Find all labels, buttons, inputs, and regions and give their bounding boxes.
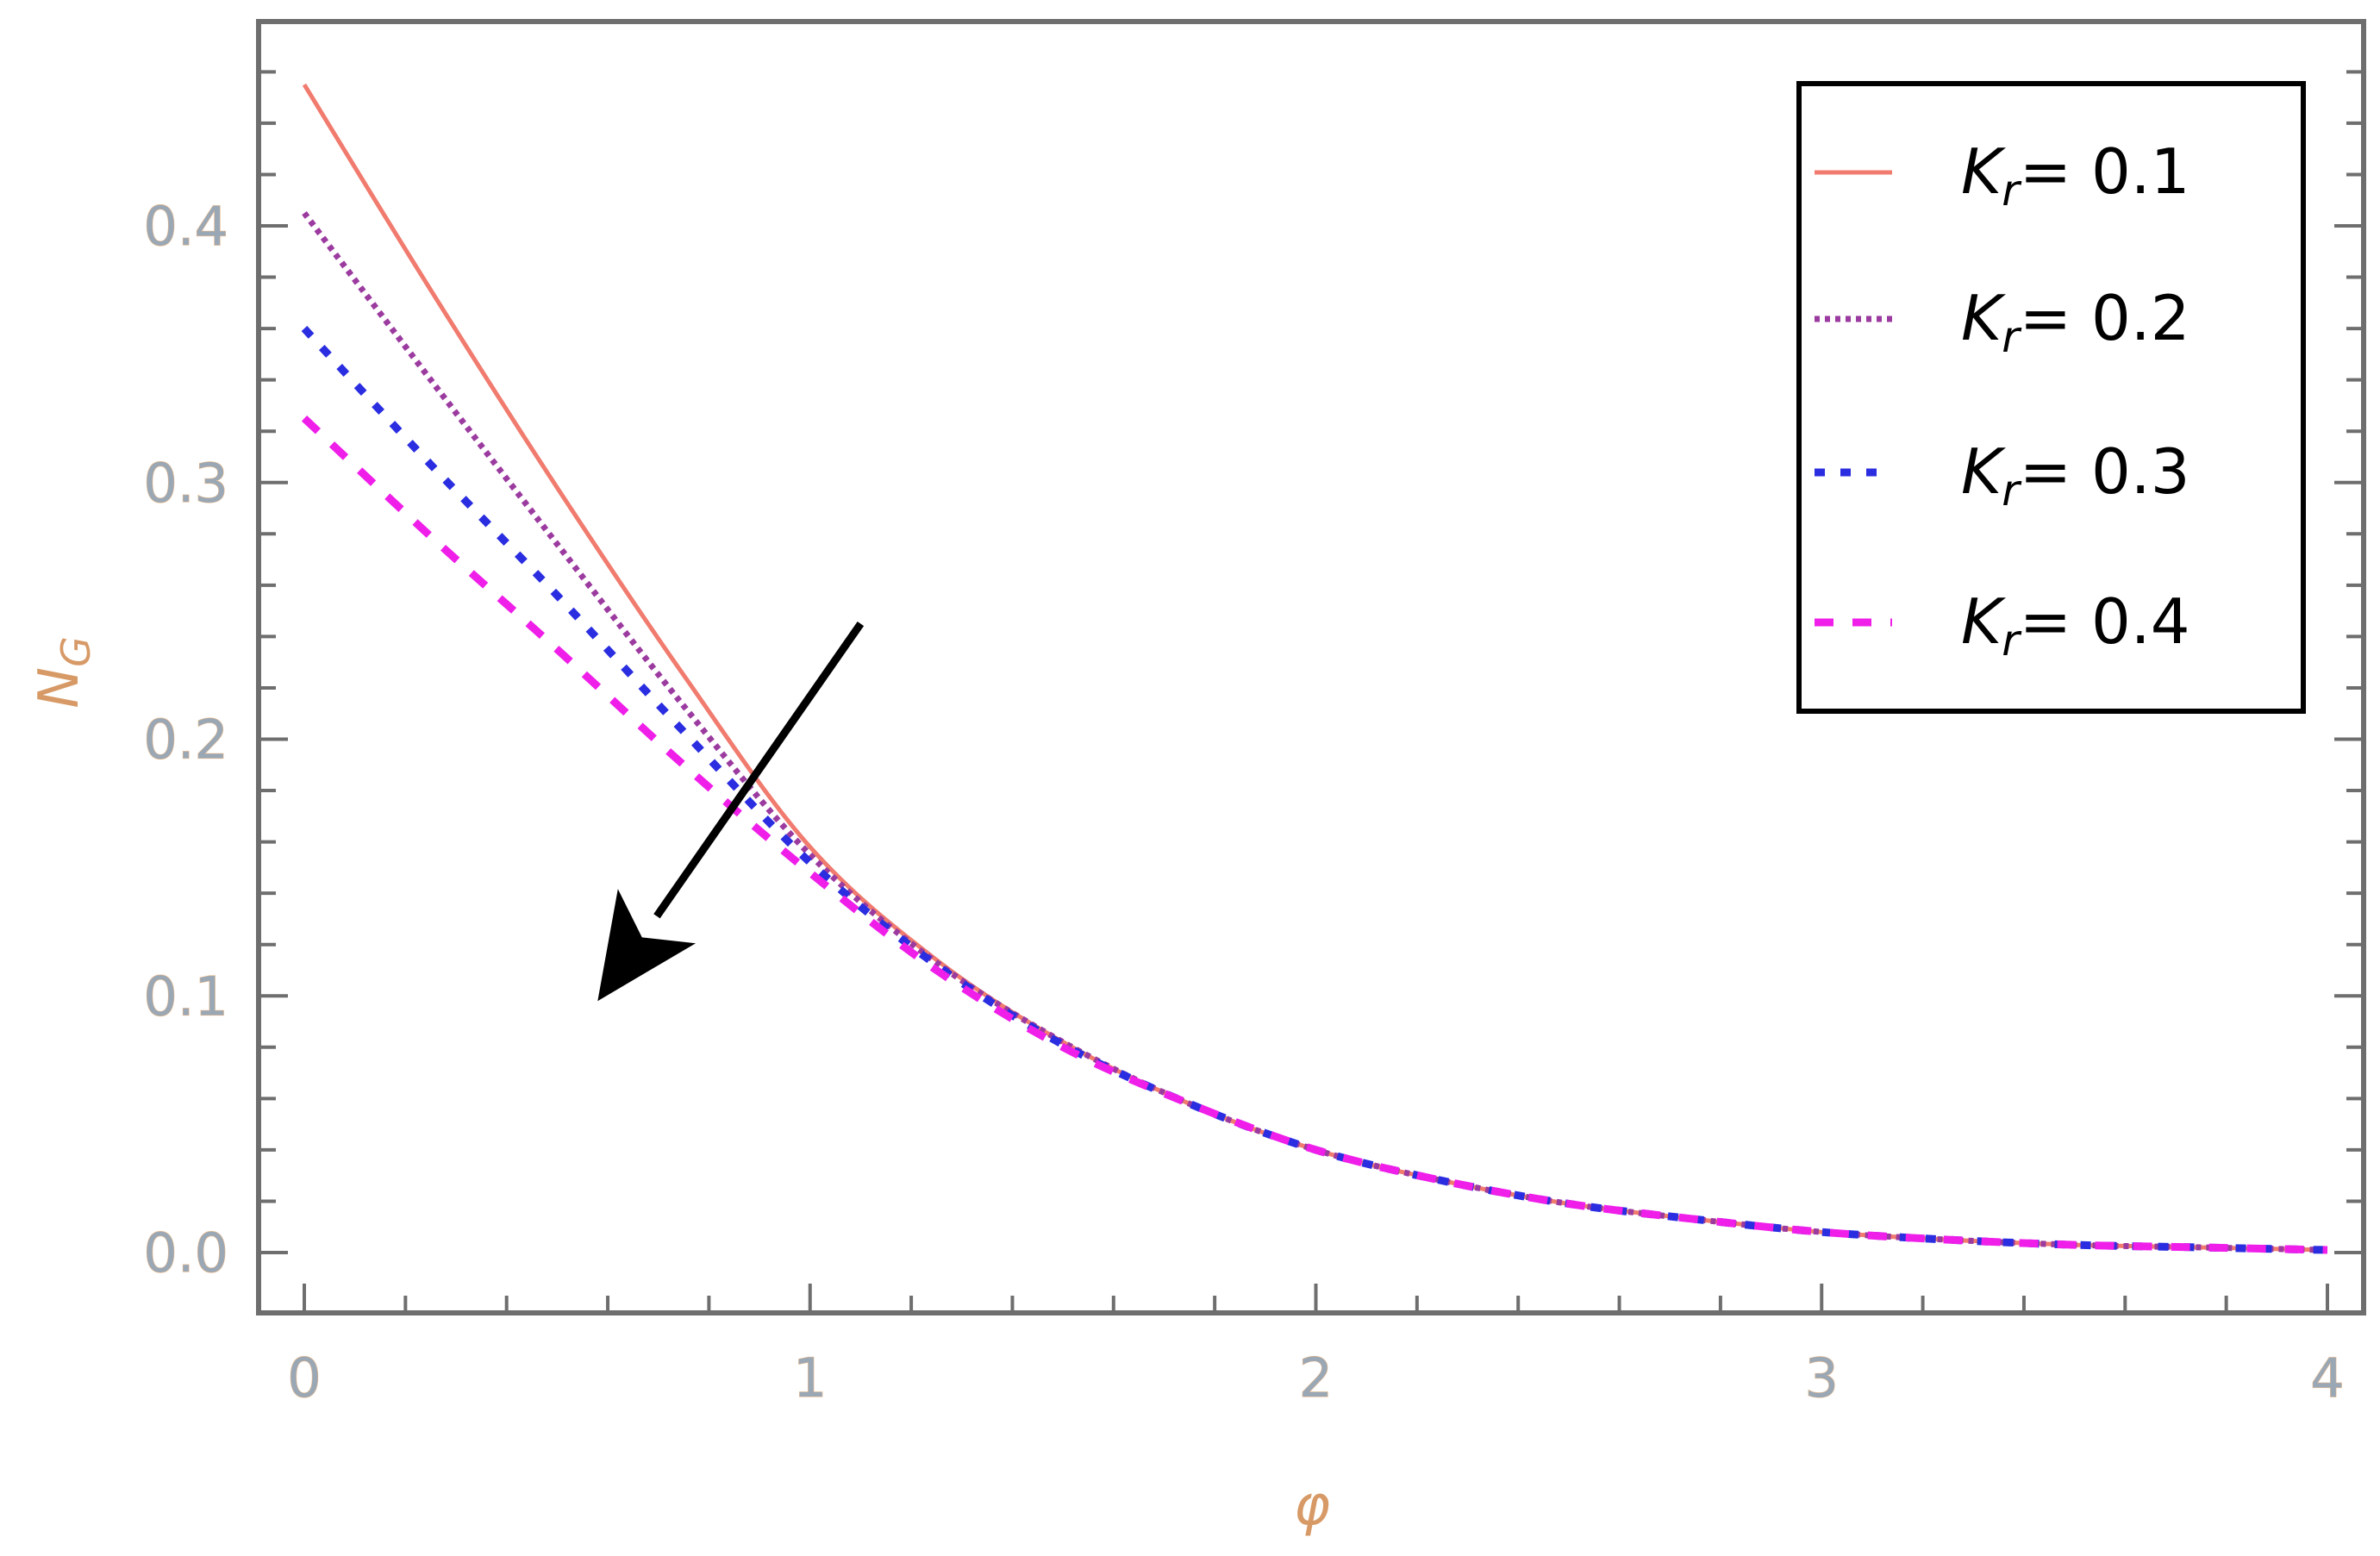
arrow-head [597,889,697,1002]
legend-items: Kr= 0.1 Kr= 0.2 Kr= 0.3 Kr= 0.4 [1815,135,2190,666]
legend-label-3: Kr= 0.3 [1961,435,2190,516]
x-axis-label: φ [1294,1474,1330,1538]
series-line-4 [301,416,2328,1254]
plot-frame [256,19,2366,1315]
legend-box [1796,81,2306,714]
y-axis-label: NG [28,636,99,709]
y-tick-label: 0.1 [143,965,228,1028]
x-tick-label: 3 [1805,1347,1839,1409]
tick-marks [259,70,2364,1313]
x-tick-label: 0 [287,1347,321,1409]
legend-label-4: Kr= 0.4 [1961,585,2190,666]
x-tick-label: 1 [793,1347,827,1409]
x-tick-labels: 0 1 2 3 4 [287,1346,2346,1409]
legend-label-1: Kr= 0.1 [1961,135,2190,216]
series-lines [301,83,2328,1254]
x-tick-label: 4 [2310,1347,2344,1409]
y-tick-label: 0.2 [143,709,228,772]
y-tick-label: 0.3 [143,452,228,515]
series-line-2 [302,210,2328,1253]
y-tick-labels: 0.0 0.1 0.2 0.3 0.4 [143,194,229,1284]
x-tick-label: 2 [1299,1347,1333,1409]
y-tick-label: 0.0 [143,1222,228,1284]
legend-label-2: Kr= 0.2 [1961,282,2190,362]
y-tick-label: 0.4 [143,195,228,258]
trend-arrow [597,621,865,1002]
legend: Kr= 0.1 Kr= 0.2 Kr= 0.3 Kr= 0.4 [1796,81,2306,714]
arrow-shaft [653,621,865,919]
